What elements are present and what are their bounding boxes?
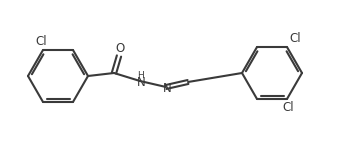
Text: Cl: Cl bbox=[289, 32, 301, 45]
Text: O: O bbox=[115, 42, 125, 56]
Text: Cl: Cl bbox=[35, 35, 47, 48]
Text: N: N bbox=[137, 76, 145, 88]
Text: H: H bbox=[138, 71, 144, 79]
Text: Cl: Cl bbox=[282, 101, 294, 114]
Text: N: N bbox=[163, 82, 171, 95]
